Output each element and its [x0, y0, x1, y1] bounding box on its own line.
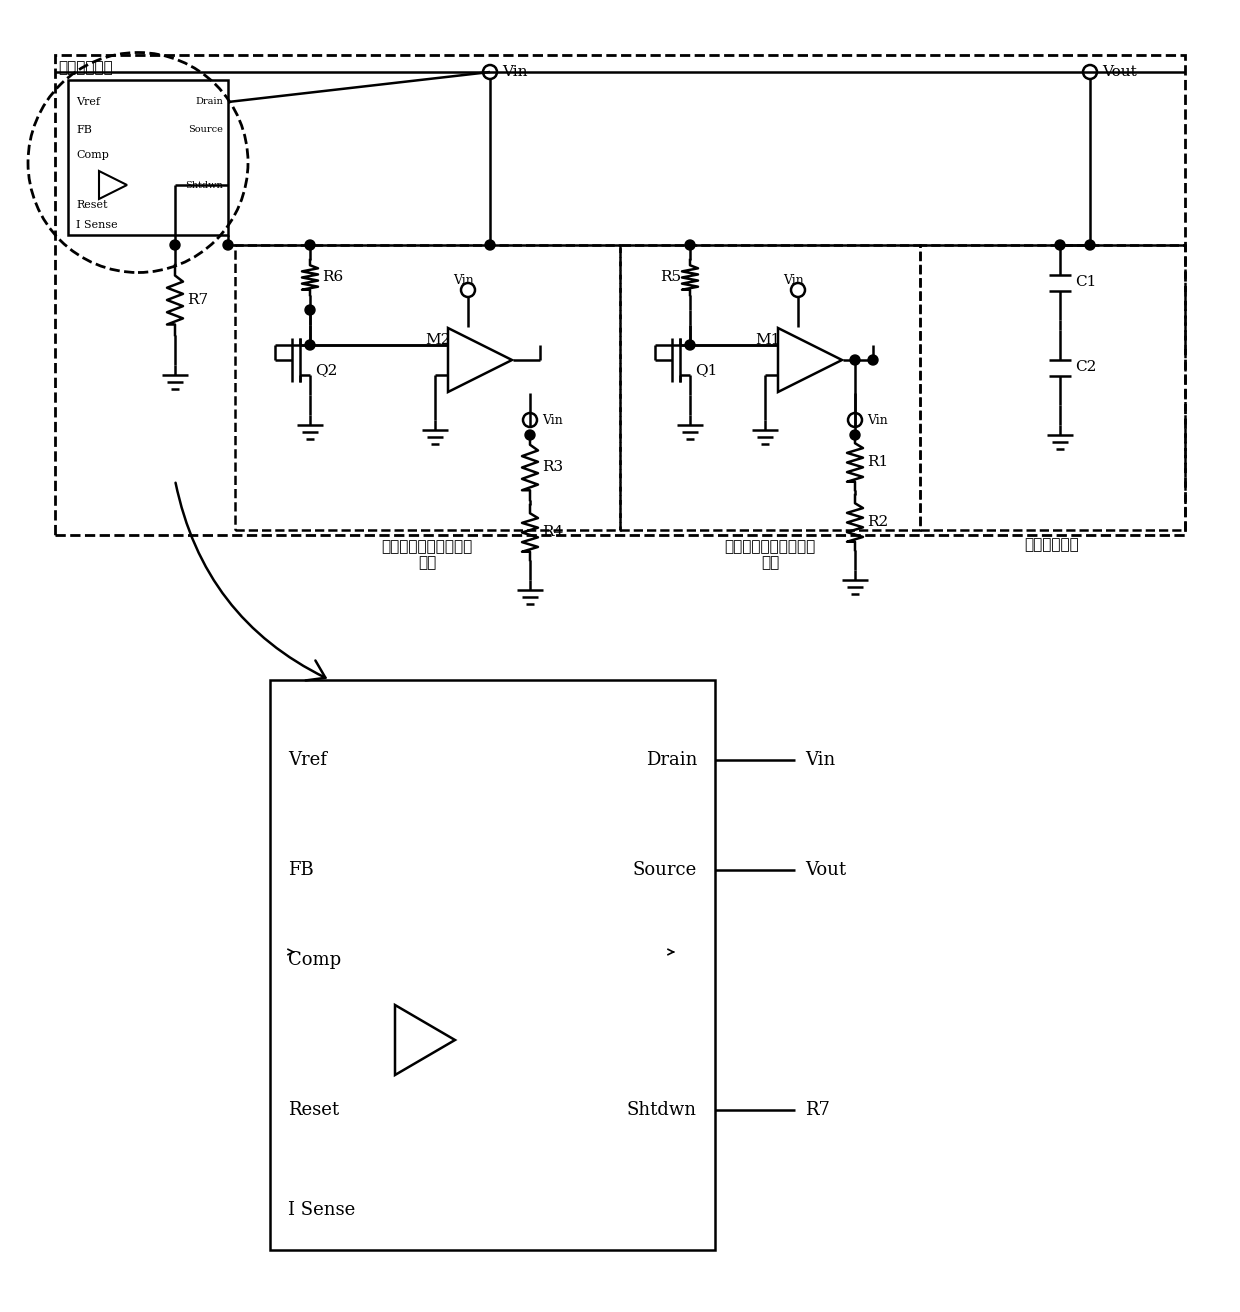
Circle shape — [1085, 240, 1095, 251]
Text: Shtdwn: Shtdwn — [185, 181, 223, 189]
Circle shape — [305, 340, 315, 350]
Text: 一阶过流保护电阵调节
电路: 一阶过流保护电阵调节 电路 — [724, 541, 816, 571]
Bar — [68, 80, 228, 235]
Circle shape — [305, 304, 315, 315]
Text: R7: R7 — [805, 1101, 830, 1119]
Circle shape — [485, 240, 495, 251]
Circle shape — [170, 240, 180, 251]
Bar — [270, 680, 715, 1250]
Text: Vin: Vin — [867, 413, 888, 426]
Text: 电压分压电路: 电压分压电路 — [1024, 538, 1079, 552]
Text: Comp: Comp — [288, 951, 341, 970]
Circle shape — [849, 356, 861, 365]
Text: Reset: Reset — [76, 199, 108, 210]
Text: I Sense: I Sense — [76, 220, 118, 230]
FancyArrowPatch shape — [176, 483, 325, 681]
Circle shape — [684, 340, 694, 350]
Circle shape — [684, 240, 694, 251]
Text: Vin: Vin — [502, 66, 527, 79]
Bar — [236, 245, 620, 530]
Circle shape — [525, 430, 534, 440]
Text: Source: Source — [188, 126, 223, 135]
Bar — [920, 245, 1185, 530]
Text: Drain: Drain — [195, 97, 223, 106]
Text: I Sense: I Sense — [288, 1200, 355, 1219]
Text: R5: R5 — [660, 270, 681, 283]
Text: 燕丝保护开关: 燕丝保护开关 — [58, 60, 113, 75]
Text: Vout: Vout — [805, 861, 846, 879]
Text: M2: M2 — [425, 333, 450, 346]
Circle shape — [868, 356, 878, 365]
Text: Drain: Drain — [646, 750, 697, 769]
Text: Vin: Vin — [542, 413, 563, 426]
Text: Vin: Vin — [805, 750, 836, 769]
Circle shape — [1055, 240, 1065, 251]
Text: Vin: Vin — [782, 273, 804, 286]
Text: C2: C2 — [1075, 359, 1096, 374]
Bar — [620, 245, 920, 530]
Text: Vout: Vout — [1102, 66, 1137, 79]
Text: Q2: Q2 — [315, 363, 337, 377]
Text: M1: M1 — [755, 333, 780, 346]
Text: 二阶过流保护电阵调节
电路: 二阶过流保护电阵调节 电路 — [382, 541, 472, 571]
Text: R1: R1 — [867, 455, 888, 468]
Circle shape — [223, 240, 233, 251]
Circle shape — [849, 430, 861, 440]
Text: Vref: Vref — [76, 97, 100, 108]
Text: Reset: Reset — [288, 1101, 339, 1119]
Text: FB: FB — [76, 125, 92, 135]
Text: FB: FB — [288, 861, 314, 879]
Text: R6: R6 — [322, 270, 343, 283]
Bar — [55, 55, 1185, 535]
Text: Q1: Q1 — [694, 363, 718, 377]
Text: R4: R4 — [542, 525, 563, 539]
Text: Vref: Vref — [288, 750, 327, 769]
Circle shape — [305, 240, 315, 251]
Text: Source: Source — [632, 861, 697, 879]
Text: Shtdwn: Shtdwn — [627, 1101, 697, 1119]
Text: Vin: Vin — [453, 273, 474, 286]
Text: C1: C1 — [1075, 276, 1096, 289]
Text: R7: R7 — [187, 293, 208, 307]
Text: R2: R2 — [867, 516, 888, 529]
Text: R3: R3 — [542, 461, 563, 474]
Text: Comp: Comp — [76, 150, 109, 160]
